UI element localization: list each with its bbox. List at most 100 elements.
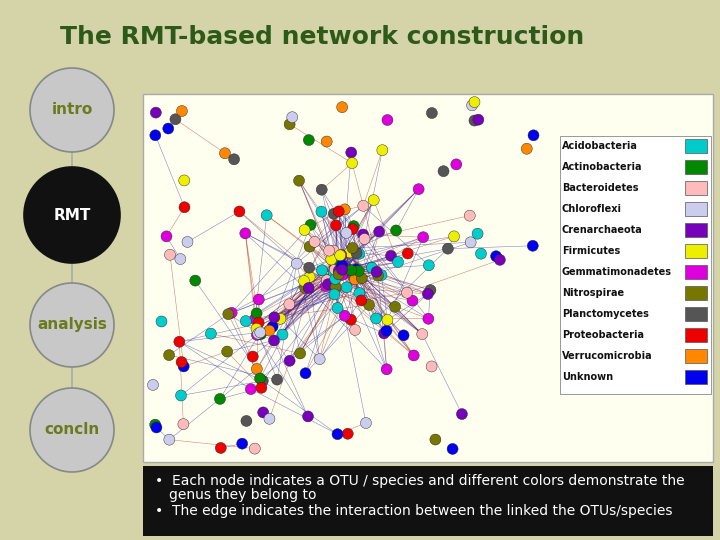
Circle shape (316, 184, 327, 195)
Circle shape (475, 248, 487, 259)
Circle shape (299, 225, 310, 235)
Circle shape (163, 349, 174, 361)
FancyBboxPatch shape (143, 466, 713, 536)
Circle shape (305, 219, 316, 231)
Circle shape (148, 380, 158, 390)
Circle shape (336, 265, 347, 276)
FancyBboxPatch shape (685, 139, 707, 152)
Circle shape (284, 355, 295, 366)
Circle shape (390, 225, 402, 236)
Circle shape (179, 175, 190, 186)
Circle shape (275, 313, 286, 325)
Circle shape (294, 175, 305, 186)
Circle shape (334, 256, 345, 267)
Circle shape (342, 428, 354, 439)
Circle shape (337, 269, 348, 280)
Circle shape (256, 329, 266, 340)
Circle shape (442, 243, 454, 254)
Circle shape (332, 258, 343, 269)
Circle shape (341, 282, 352, 293)
Circle shape (347, 242, 358, 253)
Circle shape (402, 287, 413, 298)
Circle shape (426, 107, 437, 119)
Circle shape (156, 316, 167, 327)
Circle shape (330, 273, 341, 285)
Circle shape (423, 288, 433, 300)
Circle shape (258, 407, 269, 418)
Circle shape (449, 231, 459, 242)
Circle shape (426, 361, 437, 372)
Circle shape (151, 422, 162, 433)
Circle shape (240, 315, 251, 327)
Text: The RMT-based network construction: The RMT-based network construction (60, 25, 584, 49)
Circle shape (467, 100, 477, 111)
Circle shape (300, 282, 310, 293)
Circle shape (164, 434, 175, 445)
Circle shape (339, 310, 350, 321)
Circle shape (325, 254, 337, 265)
Circle shape (314, 354, 325, 364)
Circle shape (269, 335, 279, 346)
Circle shape (241, 415, 252, 427)
Circle shape (170, 114, 181, 125)
Circle shape (337, 264, 348, 275)
Circle shape (329, 264, 341, 275)
FancyBboxPatch shape (143, 94, 713, 462)
Circle shape (30, 283, 114, 367)
Circle shape (451, 159, 462, 170)
Text: concln: concln (45, 422, 99, 437)
FancyBboxPatch shape (685, 348, 707, 362)
Circle shape (351, 264, 361, 275)
Circle shape (417, 329, 428, 340)
Circle shape (182, 237, 193, 247)
Circle shape (174, 336, 185, 347)
Circle shape (377, 145, 388, 156)
Circle shape (469, 115, 480, 126)
Circle shape (303, 134, 315, 146)
Circle shape (178, 361, 189, 372)
FancyBboxPatch shape (685, 244, 707, 258)
Circle shape (336, 265, 347, 276)
Circle shape (371, 266, 382, 278)
Circle shape (247, 351, 258, 362)
Circle shape (300, 368, 311, 379)
Circle shape (351, 248, 362, 259)
Circle shape (261, 210, 272, 221)
Circle shape (299, 275, 310, 286)
FancyBboxPatch shape (685, 265, 707, 279)
FancyBboxPatch shape (685, 307, 707, 321)
Circle shape (24, 167, 120, 263)
Circle shape (423, 260, 434, 271)
Circle shape (356, 273, 367, 284)
Circle shape (309, 237, 320, 247)
Circle shape (418, 232, 428, 242)
Circle shape (267, 321, 278, 332)
Circle shape (284, 299, 294, 310)
Circle shape (336, 249, 347, 261)
FancyBboxPatch shape (560, 136, 711, 394)
Circle shape (228, 154, 240, 165)
Circle shape (264, 325, 275, 336)
Circle shape (337, 102, 348, 113)
Circle shape (465, 237, 476, 248)
Circle shape (176, 356, 187, 368)
Circle shape (321, 136, 332, 147)
Text: Chloroflexi: Chloroflexi (562, 204, 622, 213)
Circle shape (438, 166, 449, 177)
Circle shape (150, 419, 161, 430)
Circle shape (328, 245, 339, 256)
Circle shape (253, 294, 264, 305)
Circle shape (336, 260, 348, 271)
Circle shape (251, 323, 262, 334)
Circle shape (348, 221, 359, 232)
Text: Bacteroidetes: Bacteroidetes (562, 183, 639, 193)
Circle shape (528, 130, 539, 141)
Circle shape (161, 231, 172, 242)
Circle shape (347, 224, 358, 235)
Circle shape (371, 313, 382, 324)
Circle shape (425, 285, 436, 295)
Circle shape (349, 274, 361, 285)
Circle shape (413, 184, 424, 194)
Circle shape (423, 313, 434, 324)
Circle shape (256, 382, 267, 393)
